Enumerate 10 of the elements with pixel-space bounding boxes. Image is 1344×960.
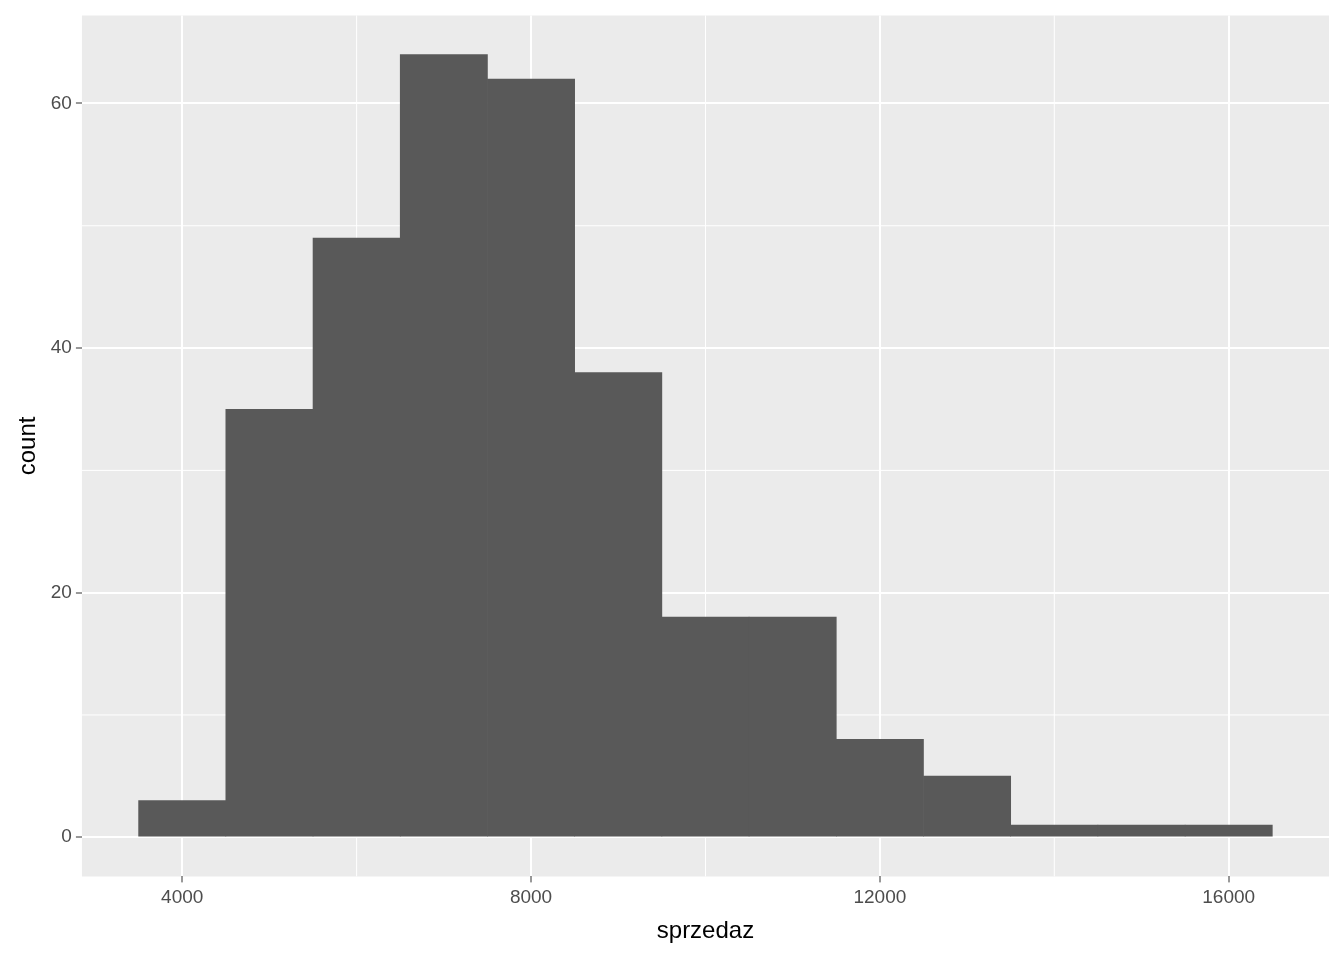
x-tick-label: 8000 bbox=[509, 886, 553, 908]
x-tick-label: 12000 bbox=[853, 886, 907, 908]
y-axis-title: count bbox=[13, 416, 41, 476]
x-tick-label: 4000 bbox=[161, 886, 204, 908]
y-tick-label: 20 bbox=[50, 580, 72, 602]
x-tick-label: 16000 bbox=[1202, 886, 1256, 908]
y-tick-label: 40 bbox=[50, 336, 72, 358]
y-tick-label: 60 bbox=[50, 91, 72, 113]
y-tick-label: 0 bbox=[61, 825, 72, 847]
x-axis-title: sprzedaz bbox=[656, 916, 755, 944]
